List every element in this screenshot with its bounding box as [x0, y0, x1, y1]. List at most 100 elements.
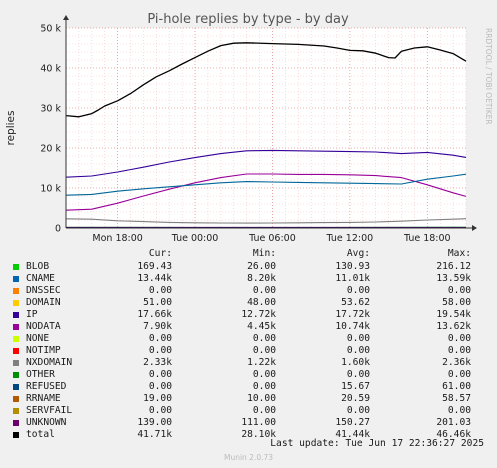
legend-value-min: 48.00 — [247, 297, 276, 308]
legend-value-max: 0.00 — [447, 369, 471, 380]
legend-row-blob: BLOB 169.43 26.00 130.93 216.12 — [0, 260, 497, 274]
legend-value-avg: 130.93 — [335, 261, 370, 272]
legend-swatch — [13, 420, 19, 426]
legend-value-avg: 0.00 — [346, 369, 370, 380]
legend-value-max: 0.00 — [447, 405, 471, 416]
legend-value-avg: 20.59 — [341, 393, 370, 404]
legend-value-avg: 41.44k — [335, 429, 370, 440]
legend-value-cur: 139.00 — [137, 417, 172, 428]
legend-row-unknown: UNKNOWN 139.00 111.00 150.27 201.03 — [0, 416, 497, 430]
legend-value-min: 8.20k — [247, 273, 276, 284]
legend-value-max: 0.00 — [447, 333, 471, 344]
legend-header-cur: Cur: — [148, 248, 172, 259]
legend-row-nxdomain: NXDOMAIN 2.33k 1.22k 1.60k 2.36k — [0, 356, 497, 370]
legend-swatch — [13, 372, 19, 378]
legend-value-cur: 41.71k — [137, 429, 172, 440]
legend-value-avg: 0.00 — [346, 285, 370, 296]
legend-swatch — [13, 360, 19, 366]
legend-row-servfail: SERVFAIL 0.00 0.00 0.00 0.00 — [0, 404, 497, 418]
legend-value-min: 12.72k — [241, 309, 276, 320]
legend-value-cur: 0.00 — [148, 405, 172, 416]
legend-row-rrname: RRNAME 19.00 10.00 20.59 58.57 — [0, 392, 497, 406]
legend-value-avg: 11.01k — [335, 273, 370, 284]
legend-value-min: 28.10k — [241, 429, 276, 440]
legend-row-domain: DOMAIN 51.00 48.00 53.62 58.00 — [0, 296, 497, 310]
y-tick-label: 0 — [55, 224, 61, 235]
legend-value-cur: 0.00 — [148, 345, 172, 356]
legend-value-min: 1.22k — [247, 357, 276, 368]
legend-swatch — [13, 288, 19, 294]
legend-series-name: total — [26, 429, 55, 440]
y-tick-label: 40 k — [40, 64, 61, 75]
chart: Pi-hole replies by type - by day replies… — [5, 12, 493, 245]
munin-version: Munin 2.0.73 — [223, 453, 274, 462]
legend-row-total: total 41.71k 28.10k 41.44k 46.46k — [0, 428, 497, 442]
legend-swatch — [13, 264, 19, 270]
x-tick-label: Tue 00:00 — [171, 233, 219, 244]
legend-header-min: Min: — [252, 248, 276, 259]
legend-value-cur: 0.00 — [148, 369, 172, 380]
legend-value-max: 58.00 — [442, 297, 471, 308]
legend-value-max: 0.00 — [447, 345, 471, 356]
legend-header-avg: Avg: — [346, 248, 370, 259]
y-tick-label: 30 k — [40, 104, 61, 115]
series-line-total — [65, 42, 467, 118]
legend-row-dnssec: DNSSEC 0.00 0.00 0.00 0.00 — [0, 284, 497, 298]
legend-value-min: 0.00 — [252, 345, 276, 356]
legend-value-max: 216.12 — [436, 261, 471, 272]
axes — [63, 15, 477, 231]
legend-row-notimp: NOTIMP 0.00 0.00 0.00 0.00 — [0, 344, 497, 358]
legend-value-avg: 150.27 — [335, 417, 370, 428]
legend-value-avg: 53.62 — [341, 297, 370, 308]
legend-swatch — [13, 384, 19, 390]
legend-value-min: 0.00 — [252, 285, 276, 296]
legend-value-cur: 2.33k — [143, 357, 172, 368]
tick-labels: 0 10 k 20 k 30 k 40 k 50 k Mon 18:00 Tue 00:00 T… — [40, 24, 450, 245]
legend-value-cur: 17.66k — [137, 309, 172, 320]
legend-value-cur: 51.00 — [143, 297, 172, 308]
legend-swatch — [13, 312, 19, 318]
y-axis-label: replies — [5, 111, 17, 146]
legend-value-cur: 169.43 — [137, 261, 172, 272]
x-tick-label: Tue 12:00 — [326, 233, 374, 244]
legend-value-max: 61.00 — [442, 381, 471, 392]
legend-series-name: NODATA — [26, 321, 61, 332]
series-line-nodata — [65, 173, 467, 211]
legend-value-cur: 0.00 — [148, 333, 172, 344]
legend-swatch — [13, 348, 19, 354]
legend-series-name: DNSSEC — [26, 285, 61, 296]
legend-series-name: CNAME — [26, 273, 55, 284]
plot-area — [66, 28, 466, 228]
legend-series-name: REFUSED — [26, 381, 67, 392]
legend-value-avg: 0.00 — [346, 333, 370, 344]
series-line-ip — [65, 149, 467, 178]
x-tick-label: Tue 06:00 — [248, 233, 296, 244]
legend-value-avg: 1.60k — [341, 357, 370, 368]
series-lines — [65, 42, 467, 229]
legend-value-cur: 7.90k — [143, 321, 172, 332]
legend-swatch — [13, 336, 19, 342]
legend-value-max: 13.62k — [436, 321, 471, 332]
legend-series-name: NXDOMAIN — [26, 357, 73, 368]
legend-value-avg: 0.00 — [346, 345, 370, 356]
legend-value-min: 26.00 — [247, 261, 276, 272]
legend-row-ip: IP 17.66k 12.72k 17.72k 19.54k — [0, 308, 497, 322]
grid — [65, 27, 467, 229]
legend-value-cur: 0.00 — [148, 381, 172, 392]
legend-row-nodata: NODATA 7.90k 4.45k 10.74k 13.62k — [0, 320, 497, 334]
legend-swatch — [13, 324, 19, 330]
legend-series-name: DOMAIN — [26, 297, 61, 308]
legend-swatch — [13, 300, 19, 306]
legend-value-max: 0.00 — [447, 285, 471, 296]
legend-value-max: 201.03 — [436, 417, 471, 428]
legend-value-avg: 10.74k — [335, 321, 370, 332]
y-tick-label: 20 k — [40, 144, 61, 155]
legend-value-max: 13.59k — [436, 273, 471, 284]
legend-series-name: IP — [26, 309, 38, 320]
legend-row-refused: REFUSED 0.00 0.00 15.67 61.00 — [0, 380, 497, 394]
y-tick-label: 10 k — [40, 184, 61, 195]
legend-value-min: 111.00 — [241, 417, 276, 428]
legend-series-name: SERVFAIL — [26, 405, 73, 416]
legend-row-other: OTHER 0.00 0.00 0.00 0.00 — [0, 368, 497, 382]
last-update: Last update: Tue Jun 17 22:36:27 2025 — [270, 438, 484, 449]
